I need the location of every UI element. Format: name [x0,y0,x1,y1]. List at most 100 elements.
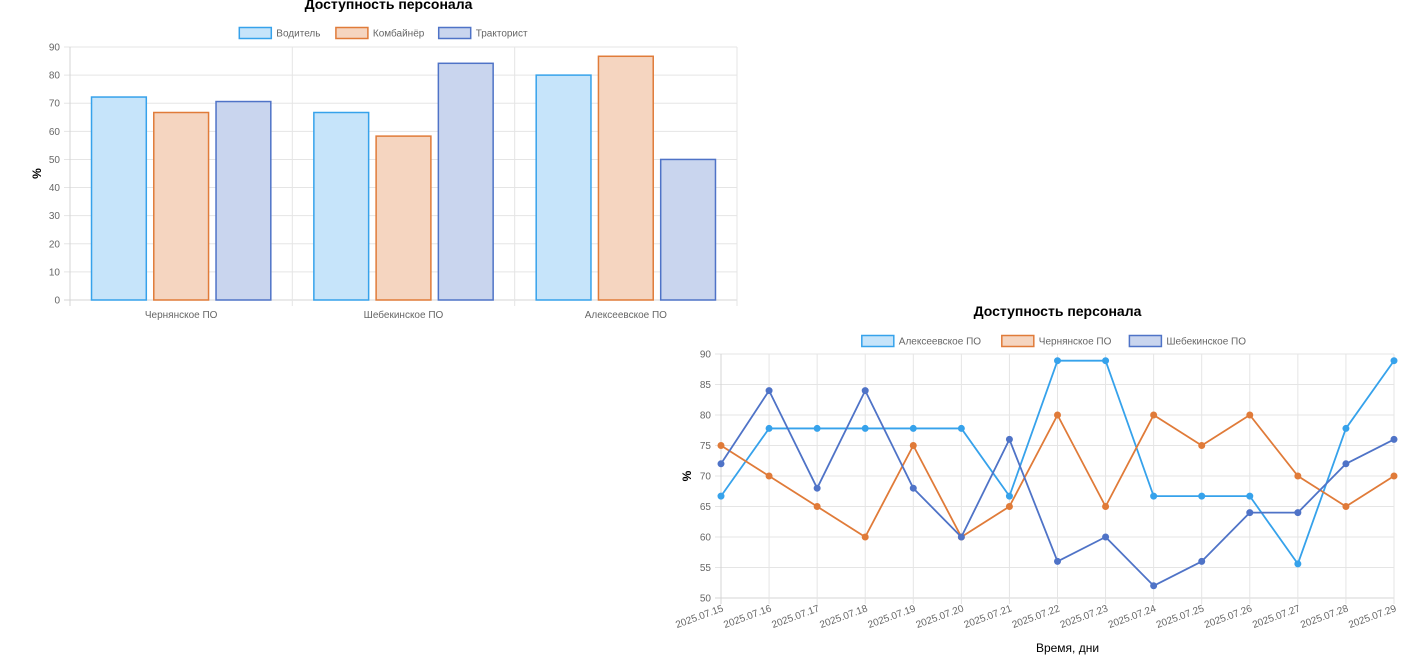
line-x-tick-label: 2025.07.24 [1107,603,1158,631]
point-2-11[interactable] [1246,509,1254,517]
point-1-6[interactable] [1005,503,1013,510]
point-2-9[interactable] [1150,582,1158,590]
point-1-9[interactable] [1150,411,1158,419]
line-x-tick-label: 2025.07.28 [1299,603,1350,631]
bar-y-tick-label: 30 [49,211,61,222]
line-y-tick-label: 65 [700,502,712,513]
legend-label-0: Алексеевское ПО [899,337,981,348]
point-0-10[interactable] [1198,492,1206,500]
bar-y-tick-label: 60 [49,127,61,138]
point-1-10[interactable] [1198,442,1206,449]
legend-swatch-0[interactable] [238,26,273,40]
bar-1-1[interactable] [375,135,432,301]
point-2-0[interactable] [717,460,725,468]
legend-swatch-1[interactable] [1001,334,1035,348]
bar-y-tick-label: 50 [49,155,61,166]
point-2-2[interactable] [813,484,821,492]
line-x-tick-label: 2025.07.19 [867,603,918,631]
legend-label-1: Комбайнёр [373,28,425,40]
point-0-8[interactable] [1102,357,1110,365]
line-y-tick-label: 85 [700,380,712,391]
bar-y-tick-label: 70 [49,99,61,110]
point-1-1[interactable] [765,472,773,480]
bar-y-tick-label: 10 [49,267,61,278]
line-chart-title: Доступность персонала [974,303,1142,319]
line-x-tick-label: 2025.07.17 [770,603,821,631]
bar-1-0[interactable] [153,111,210,301]
line-y-axis-title: % [680,470,694,481]
point-2-10[interactable] [1198,557,1206,565]
bar-chart-title: Доступность персонала [305,0,473,12]
point-0-2[interactable] [813,424,821,432]
point-1-11[interactable] [1246,411,1254,419]
point-2-8[interactable] [1102,533,1110,541]
point-0-4[interactable] [909,424,917,432]
bar-y-tick-label: 0 [54,296,60,307]
line-y-tick-label: 50 [700,594,712,605]
point-0-14[interactable] [1390,357,1398,365]
point-2-1[interactable] [765,387,773,395]
point-2-4[interactable] [909,484,917,492]
point-1-14[interactable] [1390,472,1398,480]
bar-0-2[interactable] [535,74,592,301]
point-0-13[interactable] [1342,424,1350,432]
bar-0-1[interactable] [313,111,370,301]
legend-swatch-0[interactable] [861,334,895,348]
point-2-7[interactable] [1054,557,1061,565]
bar-y-axis-title: % [30,168,44,179]
point-2-14[interactable] [1390,435,1398,443]
line-x-tick-label: 2025.07.16 [722,603,773,631]
legend-swatch-2[interactable] [437,26,472,40]
point-0-9[interactable] [1150,492,1158,500]
bar-1-2[interactable] [597,55,654,301]
line-x-axis-title: Время, дни [1036,641,1099,655]
point-1-12[interactable] [1294,472,1302,480]
legend-label-2: Тракторист [476,29,528,40]
line-x-tick-label: 2025.07.15 [674,603,725,631]
line-x-tick-label: 2025.07.21 [963,603,1014,631]
line-x-tick-label: 2025.07.18 [818,603,869,631]
line-y-tick-label: 75 [700,441,712,452]
point-0-0[interactable] [717,492,725,500]
bar-y-tick-label: 80 [49,71,61,82]
line-y-tick-label: 60 [700,533,712,544]
bar-2-0[interactable] [215,100,272,301]
point-1-8[interactable] [1102,503,1110,510]
bar-2-2[interactable] [659,158,717,301]
line-chart: Доступность персонала Алексеевское ПО Черн… [674,303,1398,655]
point-1-7[interactable] [1054,411,1061,419]
line-x-tick-label: 2025.07.23 [1059,603,1110,631]
line-y-tick-label: 70 [700,472,712,483]
point-0-3[interactable] [861,424,869,432]
point-0-12[interactable] [1294,560,1302,568]
bar-2-1[interactable] [437,62,494,301]
point-1-4[interactable] [909,442,917,449]
line-y-tick-label: 90 [700,350,712,361]
point-1-0[interactable] [717,442,725,449]
line-x-tick-label: 2025.07.29 [1347,603,1398,631]
legend-label-2: Шебекинское ПО [1166,336,1246,348]
bar-0-0[interactable] [90,96,148,301]
point-0-5[interactable] [957,424,965,432]
line-x-tick-label: 2025.07.22 [1011,603,1062,631]
line-y-tick-label: 55 [700,563,712,574]
point-2-5[interactable] [957,533,965,541]
point-0-6[interactable] [1005,492,1013,500]
point-1-3[interactable] [861,533,869,541]
point-2-13[interactable] [1342,460,1350,468]
line-x-tick-label: 2025.07.20 [915,603,966,631]
legend-swatch-2[interactable] [1128,334,1163,348]
point-0-11[interactable] [1246,492,1254,500]
point-1-2[interactable] [813,503,821,510]
point-2-3[interactable] [861,387,869,395]
point-2-12[interactable] [1294,509,1302,517]
legend-swatch-1[interactable] [335,26,369,40]
line-x-tick-label: 2025.07.27 [1251,603,1302,631]
point-1-13[interactable] [1342,503,1350,510]
point-0-7[interactable] [1054,357,1061,365]
point-2-6[interactable] [1005,435,1013,443]
bar-chart: Доступность персонала Водитель Комбайнёр Тр… [30,0,738,321]
point-0-1[interactable] [765,424,773,432]
bar-x-tick-label: Шебекинское ПО [364,309,444,321]
legend-label-0: Водитель [276,29,320,40]
